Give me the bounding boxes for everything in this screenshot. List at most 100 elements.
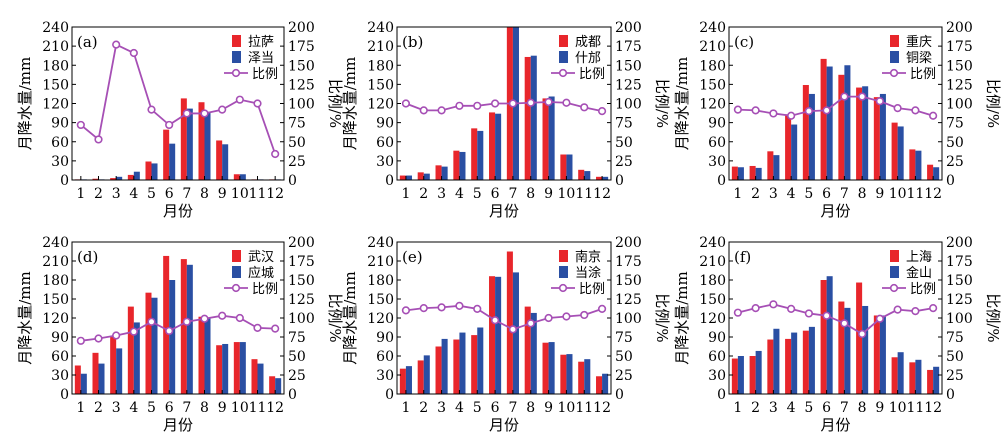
y2-tick-label: 150 xyxy=(946,273,973,289)
bar-primary-1 xyxy=(731,358,738,394)
x-tick-label: 11 xyxy=(249,400,267,416)
bar-primary-8 xyxy=(856,87,863,180)
bar-primary-8 xyxy=(856,282,863,394)
y-tick-label: 150 xyxy=(367,292,394,308)
y2-tick-label: 0 xyxy=(288,173,297,189)
legend-swatch-secondary xyxy=(232,51,241,63)
y-tick-label: 240 xyxy=(699,20,726,36)
ratio-line xyxy=(80,43,277,155)
x-tick-label: 1 xyxy=(76,400,85,416)
x-tick-label: 12 xyxy=(266,400,284,416)
y2-tick-label: 150 xyxy=(615,273,642,289)
bar-primary-1 xyxy=(399,175,406,180)
ratio-point-8 xyxy=(858,329,867,339)
bar-secondary-4 xyxy=(459,332,466,394)
bar-secondary-5 xyxy=(808,93,815,180)
y2-tick-label: 50 xyxy=(946,135,964,151)
y2-tick-label: 175 xyxy=(946,39,973,55)
y2-axis-label: 比例/% xyxy=(653,79,671,128)
y2-tick-label: 25 xyxy=(615,154,633,170)
bar-primary-3 xyxy=(767,339,774,394)
bar-secondary-3 xyxy=(116,348,123,394)
bar-primary-5 xyxy=(802,85,809,180)
bar-secondary-10 xyxy=(897,352,904,394)
ratio-point-2 xyxy=(419,304,428,313)
chart-panel-2: 0306090120150180210240025507510012515017… xyxy=(341,20,671,220)
y2-tick-label: 200 xyxy=(288,235,315,251)
legend-swatch-secondary xyxy=(890,266,899,278)
ratio-point-1 xyxy=(401,99,411,108)
y2-tick-label: 125 xyxy=(288,292,315,308)
x-tick-label: 3 xyxy=(769,186,778,202)
bar-secondary-4 xyxy=(791,332,798,394)
bar-primary-2 xyxy=(92,352,99,394)
y-axis-label: 月降水量/mm xyxy=(16,271,34,365)
bar-primary-9 xyxy=(216,345,223,394)
x-tick-label: 11 xyxy=(575,400,593,416)
y-tick-label: 150 xyxy=(42,292,69,308)
chart-panel-6: 0306090120150180210240025507510012515017… xyxy=(673,235,1002,434)
y2-tick-label: 100 xyxy=(288,97,315,113)
bar-primary-12 xyxy=(927,164,934,180)
x-tick-label: 10 xyxy=(558,400,576,416)
bar-secondary-12 xyxy=(602,176,609,180)
x-tick-label: 12 xyxy=(593,400,611,416)
bar-primary-5 xyxy=(802,330,809,394)
bar-secondary-7 xyxy=(186,264,193,394)
x-tick-label: 11 xyxy=(249,186,267,202)
bar-secondary-9 xyxy=(222,343,229,394)
y-tick-label: 120 xyxy=(367,311,394,327)
ratio-line xyxy=(737,303,934,336)
y-tick-label: 240 xyxy=(699,235,726,251)
bar-secondary-7 xyxy=(512,272,519,394)
bar-secondary-11 xyxy=(257,363,264,394)
panel-label: (e) xyxy=(402,248,423,266)
y-axis-label: 月降水量/mm xyxy=(341,271,359,365)
x-tick-label: 12 xyxy=(266,186,284,202)
x-tick-label: 2 xyxy=(94,400,103,416)
ratio-point-4 xyxy=(787,304,796,313)
bar-primary-8 xyxy=(524,306,531,394)
ratio-point-8 xyxy=(200,314,209,323)
bar-secondary-12 xyxy=(933,167,940,180)
y2-tick-label: 0 xyxy=(946,387,955,403)
ratio-point-7 xyxy=(182,317,191,326)
y-tick-label: 210 xyxy=(699,39,726,55)
bar-secondary-6 xyxy=(495,113,502,180)
bar-secondary-2 xyxy=(423,173,430,181)
x-tick-label: 5 xyxy=(473,186,482,202)
y2-tick-label: 50 xyxy=(288,135,306,151)
ratio-point-9 xyxy=(218,105,227,114)
y2-tick-label: 200 xyxy=(615,20,642,36)
ratio-point-8 xyxy=(526,319,535,328)
x-tick-label: 3 xyxy=(112,400,121,416)
x-tick-label: 1 xyxy=(76,186,85,202)
bar-primary-2 xyxy=(749,165,756,180)
bar-secondary-12 xyxy=(602,373,609,394)
x-tick-label: 5 xyxy=(147,186,156,202)
ratio-point-1 xyxy=(733,105,742,114)
ratio-point-8 xyxy=(858,92,867,101)
y2-tick-label: 125 xyxy=(946,77,973,93)
y-tick-label: 60 xyxy=(51,349,69,365)
y2-tick-label: 25 xyxy=(288,368,306,384)
bar-secondary-11 xyxy=(584,171,591,180)
bar-primary-11 xyxy=(578,169,585,180)
bar-primary-9 xyxy=(216,140,223,180)
x-tick-label: 6 xyxy=(822,186,831,202)
ratio-point-2 xyxy=(751,304,760,313)
x-tick-label: 6 xyxy=(165,186,174,202)
legend-swatch-primary xyxy=(890,35,899,47)
x-tick-label: 4 xyxy=(787,186,796,202)
y-tick-label: 210 xyxy=(42,39,69,55)
y-tick-label: 180 xyxy=(42,58,69,74)
x-tick-label: 4 xyxy=(787,400,796,416)
bar-primary-6 xyxy=(163,129,170,180)
chart-panel-3: 0306090120150180210240025507510012515017… xyxy=(673,20,1002,220)
ratio-point-4 xyxy=(787,111,796,120)
y2-tick-label: 50 xyxy=(615,135,633,151)
legend-label-secondary: 应城 xyxy=(248,265,274,281)
y2-tick-label: 100 xyxy=(946,311,973,327)
legend-label-ratio: 比例 xyxy=(910,67,936,82)
x-tick-label: 5 xyxy=(804,186,813,202)
